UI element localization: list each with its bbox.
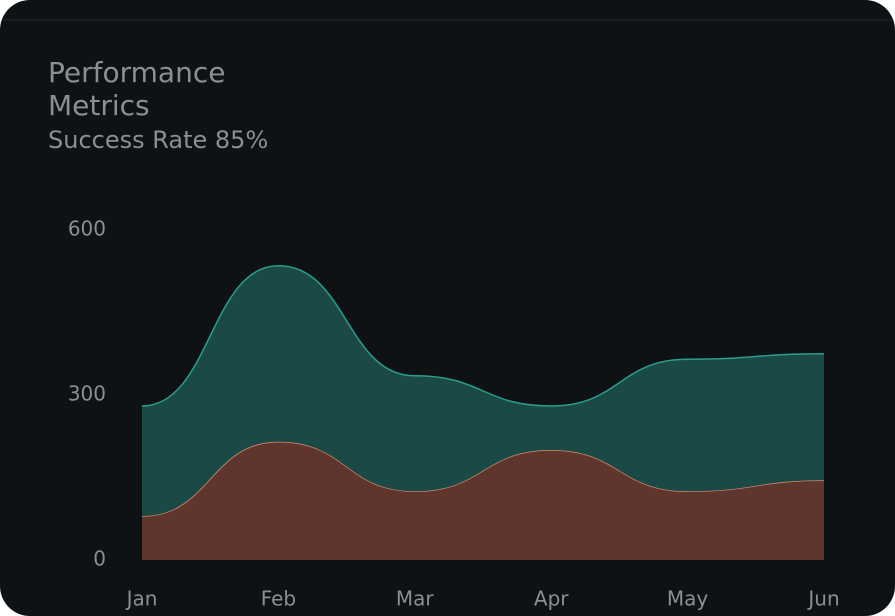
x-tick-label: Jan	[125, 587, 158, 611]
chart-title: Performance Metrics	[48, 56, 225, 122]
area	[142, 441, 824, 560]
x-tick-label: Mar	[396, 587, 435, 611]
area-line	[141, 264, 825, 407]
chart-subtitle: Success Rate 85%	[48, 126, 268, 154]
x-tick-label: Apr	[534, 587, 569, 611]
x-tick-label: Jun	[806, 587, 839, 611]
y-tick-label: 600	[68, 217, 106, 241]
y-tick-label: 0	[93, 547, 106, 571]
y-tick-label: 300	[68, 382, 106, 406]
x-tick-label: May	[667, 587, 709, 611]
x-tick-label: Feb	[261, 587, 296, 611]
